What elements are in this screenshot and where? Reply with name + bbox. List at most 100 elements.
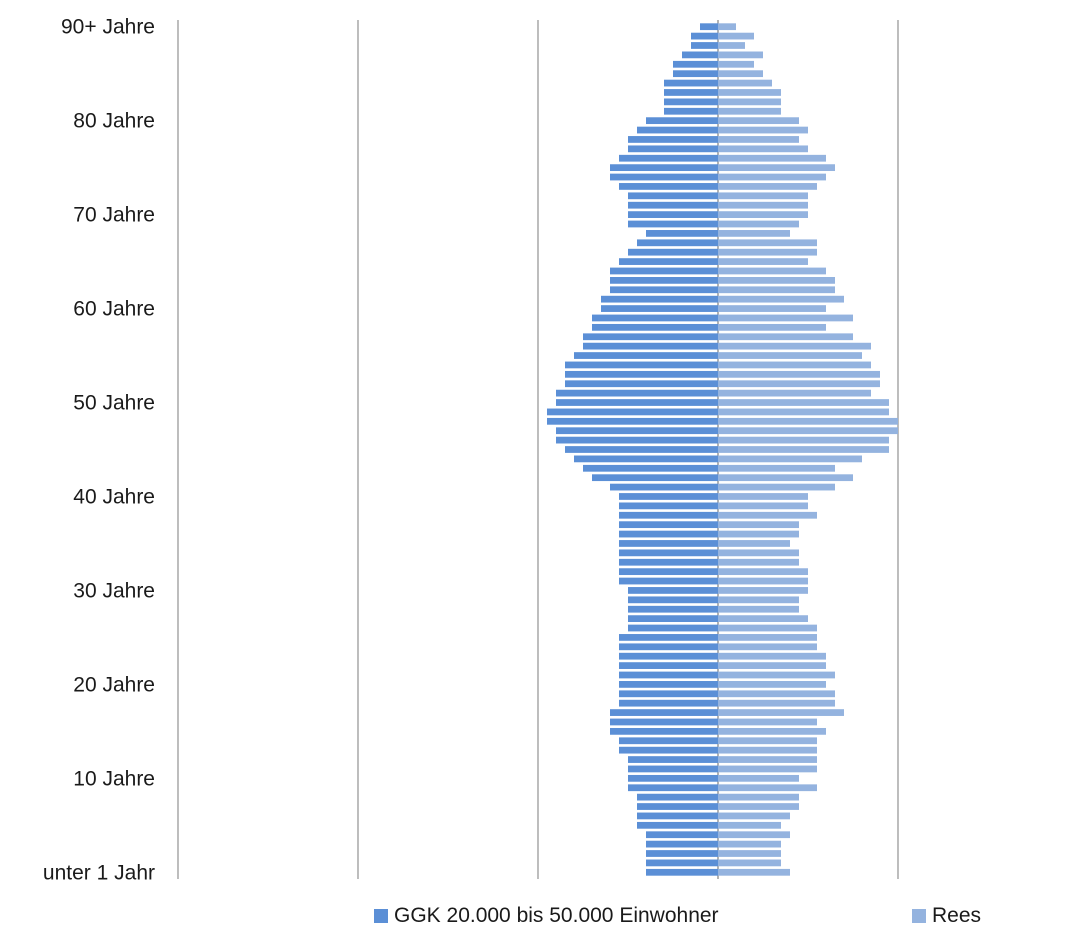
bar-rees-6 xyxy=(718,812,790,820)
bar-ggk-59 xyxy=(592,314,718,322)
y-tick-label: 20 Jahre xyxy=(73,673,155,696)
legend-label-ggk: GGK 20.000 bis 50.000 Einwohner xyxy=(394,904,719,927)
bar-rees-19 xyxy=(718,690,835,698)
bar-rees-57 xyxy=(718,333,853,341)
bar-rees-44 xyxy=(718,455,862,463)
bar-rees-21 xyxy=(718,671,835,679)
y-tick-label: 90+ Jahre xyxy=(61,16,155,39)
bar-ggk-73 xyxy=(619,183,718,190)
bar-rees-11 xyxy=(718,765,817,773)
bar-rees-40 xyxy=(718,493,808,500)
bar-ggk-90 xyxy=(700,23,718,31)
y-tick-label: 70 Jahre xyxy=(73,204,155,227)
bar-ggk-20 xyxy=(619,681,718,688)
bar-ggk-65 xyxy=(619,258,718,265)
bar-ggk-8 xyxy=(637,793,718,801)
bar-ggk-49 xyxy=(547,408,718,416)
bar-ggk-42 xyxy=(592,474,718,482)
bar-ggk-72 xyxy=(628,192,718,200)
bar-ggk-71 xyxy=(628,201,718,209)
bar-rees-17 xyxy=(718,709,844,716)
bar-ggk-81 xyxy=(664,107,718,115)
bar-ggk-62 xyxy=(610,286,718,294)
bar-rees-47 xyxy=(718,427,898,435)
bar-rees-66 xyxy=(718,248,817,256)
bar-rees-27 xyxy=(718,615,808,623)
bar-rees-81 xyxy=(718,107,781,115)
y-tick-label: 40 Jahre xyxy=(73,485,155,508)
bar-rees-45 xyxy=(718,446,889,453)
bar-ggk-11 xyxy=(628,765,718,773)
y-tick-label: unter 1 Jahr xyxy=(43,861,155,884)
bar-ggk-32 xyxy=(619,568,718,576)
bar-ggk-28 xyxy=(628,605,718,613)
bar-rees-35 xyxy=(718,540,790,547)
bar-ggk-39 xyxy=(619,502,718,510)
bar-rees-71 xyxy=(718,201,808,209)
bar-ggk-57 xyxy=(583,333,718,341)
bar-ggk-21 xyxy=(619,671,718,679)
bar-rees-58 xyxy=(718,323,826,331)
bar-rees-9 xyxy=(718,784,817,792)
bar-ggk-45 xyxy=(565,446,718,453)
bar-ggk-89 xyxy=(691,32,718,40)
bar-ggk-43 xyxy=(583,464,718,472)
bar-ggk-14 xyxy=(619,737,718,745)
bar-ggk-46 xyxy=(556,436,718,444)
bar-ggk-51 xyxy=(556,389,718,397)
bar-ggk-23 xyxy=(619,652,718,660)
bar-ggk-76 xyxy=(619,154,718,162)
bar-ggk-5 xyxy=(637,821,718,829)
bar-rees-23 xyxy=(718,652,826,660)
bar-rees-15 xyxy=(718,727,826,735)
bar-ggk-55 xyxy=(574,352,718,359)
bar-rees-59 xyxy=(718,314,853,322)
bar-ggk-38 xyxy=(619,511,718,519)
bar-rees-38 xyxy=(718,511,817,519)
bar-ggk-75 xyxy=(610,164,718,172)
bar-ggk-30 xyxy=(628,587,718,594)
legend-swatch-rees xyxy=(912,909,926,923)
bar-rees-42 xyxy=(718,474,853,482)
bar-ggk-19 xyxy=(619,690,718,698)
bar-ggk-80 xyxy=(646,117,718,125)
bar-ggk-16 xyxy=(610,718,718,726)
bar-rees-28 xyxy=(718,605,799,613)
bar-rees-18 xyxy=(718,699,835,707)
bar-ggk-78 xyxy=(628,136,718,143)
bar-rees-33 xyxy=(718,558,799,566)
bar-ggk-63 xyxy=(610,276,718,284)
bar-ggk-18 xyxy=(619,699,718,707)
bar-ggk-61 xyxy=(601,295,718,303)
bar-rees-75 xyxy=(718,164,835,172)
bar-rees-30 xyxy=(718,587,808,594)
bar-rees-61 xyxy=(718,295,844,303)
bar-ggk-86 xyxy=(673,60,718,68)
bar-ggk-79 xyxy=(637,126,718,134)
bar-rees-82 xyxy=(718,98,781,106)
bar-rees-50 xyxy=(718,399,889,406)
bar-ggk-50 xyxy=(556,399,718,406)
bar-ggk-70 xyxy=(628,211,718,218)
bar-ggk-66 xyxy=(628,248,718,256)
population-pyramid-chart: 90+ Jahre 80 Jahre 70 Jahre 60 Jahre 50 Jahr… xyxy=(43,16,899,884)
bar-ggk-10 xyxy=(628,774,718,782)
bar-rees-84 xyxy=(718,79,772,87)
bar-ggk-25 xyxy=(619,634,718,641)
bar-rees-74 xyxy=(718,173,826,181)
bar-ggk-12 xyxy=(628,756,718,763)
bar-rees-48 xyxy=(718,417,898,425)
bar-rees-20 xyxy=(718,681,826,688)
bar-rees-56 xyxy=(718,342,871,350)
bar-rees-39 xyxy=(718,502,808,510)
bar-rees-14 xyxy=(718,737,817,745)
bar-ggk-31 xyxy=(619,577,718,585)
bar-rees-43 xyxy=(718,464,835,472)
bar-ggk-52 xyxy=(565,380,718,388)
bar-rees-79 xyxy=(718,126,808,134)
bar-rees-2 xyxy=(718,850,781,857)
bar-rees-49 xyxy=(718,408,889,416)
bar-ggk-58 xyxy=(592,323,718,331)
bar-rees-83 xyxy=(718,89,781,96)
bar-rees-73 xyxy=(718,183,817,190)
